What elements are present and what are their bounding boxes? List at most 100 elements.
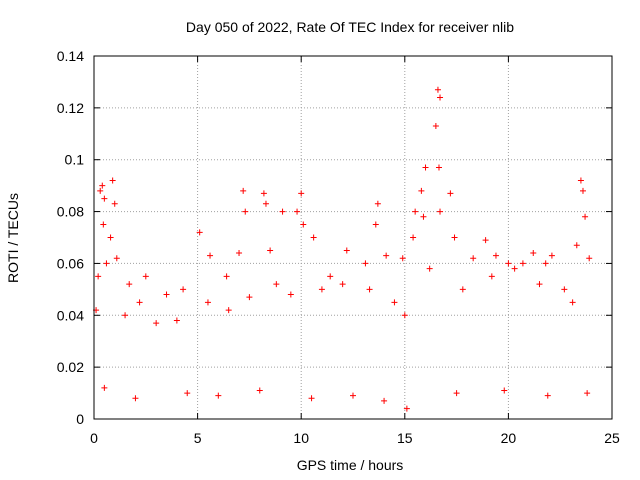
- data-point: [101, 195, 108, 202]
- data-point: [544, 392, 551, 399]
- data-point: [215, 392, 222, 399]
- data-point: [153, 320, 160, 327]
- data-point: [109, 177, 116, 184]
- data-point: [372, 221, 379, 228]
- data-points: [93, 86, 593, 412]
- data-point: [339, 281, 346, 288]
- plot-frame: [93, 55, 613, 420]
- data-point: [236, 250, 243, 257]
- data-point: [173, 317, 180, 324]
- grid: [94, 56, 612, 419]
- data-point: [511, 265, 518, 272]
- y-tick-label: 0.14: [57, 48, 84, 64]
- data-point: [569, 299, 576, 306]
- data-point: [223, 273, 230, 280]
- data-point: [103, 260, 110, 267]
- data-point: [381, 397, 388, 404]
- x-tick-label: 5: [194, 430, 202, 446]
- y-tick-label: 0.04: [57, 307, 84, 323]
- data-point: [267, 247, 274, 254]
- data-point: [374, 200, 381, 207]
- data-point: [422, 164, 429, 171]
- data-point: [492, 252, 499, 259]
- data-point: [240, 187, 247, 194]
- data-point: [399, 255, 406, 262]
- data-point: [327, 273, 334, 280]
- y-tick-label: 0.1: [65, 152, 85, 168]
- data-point: [184, 390, 191, 397]
- data-point: [122, 312, 129, 319]
- data-point: [542, 260, 549, 267]
- data-point: [435, 164, 442, 171]
- data-point: [362, 260, 369, 267]
- data-point: [412, 208, 419, 215]
- data-point: [505, 260, 512, 267]
- data-point: [418, 187, 425, 194]
- x-tick-label: 10: [293, 430, 309, 446]
- data-point: [204, 299, 211, 306]
- data-point: [113, 255, 120, 262]
- data-point: [273, 281, 280, 288]
- data-point: [318, 286, 325, 293]
- x-tick-label: 0: [90, 430, 98, 446]
- data-point: [403, 405, 410, 412]
- data-point: [95, 273, 102, 280]
- data-point: [459, 286, 466, 293]
- data-point: [350, 392, 356, 399]
- data-point: [501, 387, 508, 394]
- data-point: [586, 255, 593, 262]
- data-point: [470, 255, 477, 262]
- data-point: [343, 247, 350, 254]
- data-point: [548, 252, 555, 259]
- data-point: [207, 252, 214, 259]
- data-point: [437, 94, 444, 101]
- x-tick-label: 25: [604, 430, 620, 446]
- data-point: [561, 286, 568, 293]
- y-tick-label: 0: [76, 411, 84, 427]
- data-point: [246, 294, 253, 301]
- data-point: [99, 182, 106, 189]
- data-point: [180, 286, 187, 293]
- data-point: [437, 208, 444, 215]
- data-point: [383, 252, 390, 259]
- data-point: [391, 299, 398, 306]
- data-point: [482, 237, 489, 244]
- x-tick-label: 20: [501, 430, 517, 446]
- data-point: [225, 307, 232, 314]
- data-point: [132, 395, 139, 402]
- data-point: [100, 221, 107, 228]
- data-point: [530, 250, 537, 257]
- data-point: [488, 273, 495, 280]
- data-point: [163, 291, 170, 298]
- data-point: [579, 187, 586, 194]
- data-point: [453, 390, 460, 397]
- data-point: [401, 312, 408, 319]
- data-point: [420, 213, 427, 220]
- data-point: [432, 123, 439, 130]
- data-point: [426, 265, 433, 272]
- y-tick-label: 0.02: [57, 359, 84, 375]
- data-point: [242, 208, 249, 215]
- data-point: [126, 281, 133, 288]
- y-tick-label: 0.12: [57, 100, 84, 116]
- data-point: [107, 234, 114, 241]
- data-point: [447, 190, 454, 197]
- data-point: [136, 299, 143, 306]
- data-point: [142, 273, 149, 280]
- data-point: [577, 177, 584, 184]
- data-point: [451, 234, 458, 241]
- axis-ticks: 0 5 10 15 20 25 0 0.02 0.04 0.06 0.08 0.1 0.12 0.14: [57, 48, 620, 446]
- data-point: [410, 234, 417, 241]
- data-point: [434, 86, 441, 93]
- data-point: [582, 213, 589, 220]
- data-point: [536, 281, 543, 288]
- y-tick-label: 0.08: [57, 204, 84, 220]
- data-point: [279, 208, 286, 215]
- x-tick-label: 15: [397, 430, 413, 446]
- data-point: [262, 200, 269, 207]
- y-axis-label: ROTI / TECUs: [5, 193, 21, 283]
- data-point: [256, 387, 263, 394]
- data-point: [287, 291, 294, 298]
- y-tick-label: 0.06: [57, 255, 84, 271]
